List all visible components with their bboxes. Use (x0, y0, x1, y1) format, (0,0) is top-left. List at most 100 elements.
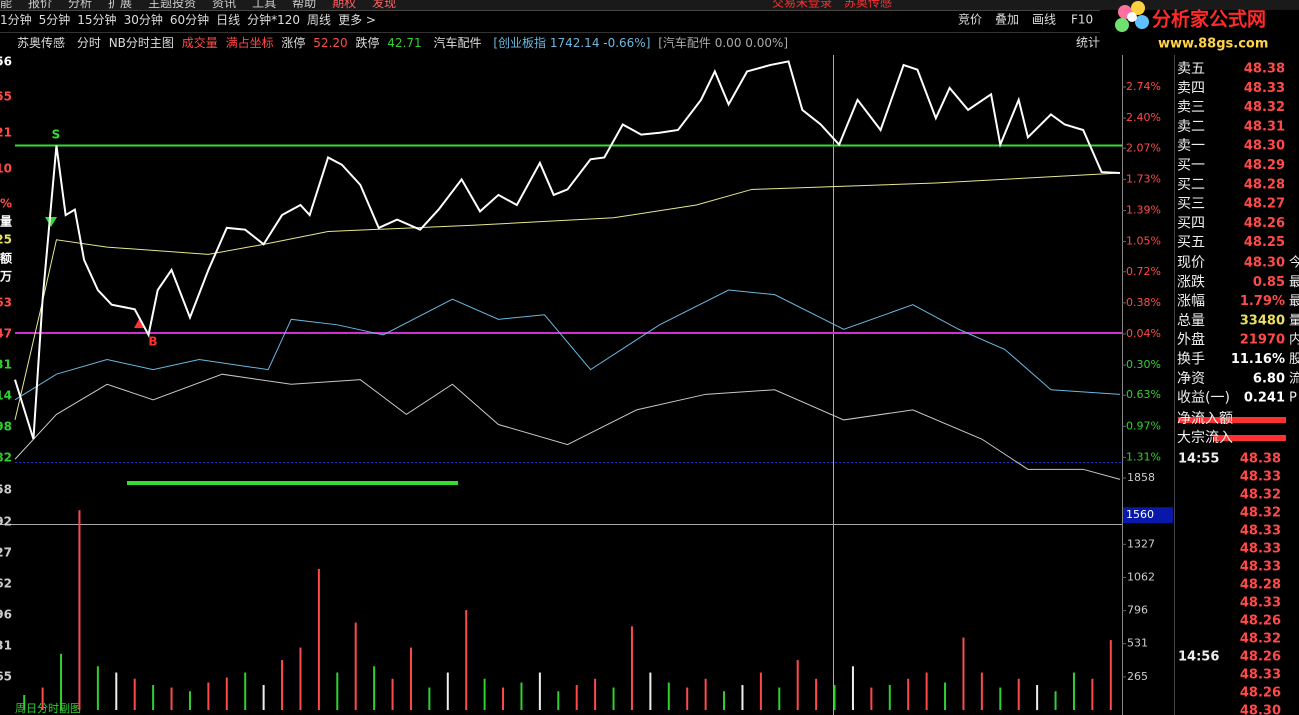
left-axis-label: 98 (0, 420, 12, 434)
volume-bar (152, 685, 155, 710)
stat-edge: 流 (1289, 371, 1299, 386)
logo-url: www.88gs.com (1158, 37, 1268, 52)
book-price: 48.28 (1244, 177, 1285, 192)
trade-price: 48.33 (1240, 470, 1281, 485)
y-tick-label: 2.07% (1126, 141, 1161, 154)
notice: 交易未登录 (772, 0, 832, 10)
menu-item[interactable]: 扩展 (108, 0, 132, 10)
limit-up-label: 涨停 (281, 35, 305, 50)
volume-bar (262, 685, 265, 710)
toolbar-item[interactable]: 统计 (1076, 36, 1100, 50)
menu-item[interactable]: 报价 (28, 0, 52, 10)
book-label: 买一 (1177, 158, 1205, 174)
left-axis-label: 63 (0, 296, 12, 310)
left-axis-label: 14 (0, 389, 12, 403)
flow-bar (1178, 417, 1286, 423)
volume-bar (373, 666, 376, 710)
book-price: 48.31 (1244, 119, 1285, 134)
period-item[interactable]: 1分钟 (0, 12, 32, 27)
volume-bar (907, 678, 910, 710)
menu-item[interactable]: 期权 (332, 0, 356, 10)
book-price: 48.33 (1244, 81, 1285, 96)
volume-bar (170, 687, 173, 710)
period-item[interactable]: 周线 (307, 13, 331, 27)
toolbar-item[interactable]: 叠加 (995, 13, 1019, 27)
stat-label: 收益(一) (1177, 390, 1230, 406)
volume-bar (925, 672, 928, 710)
volume-bar (465, 610, 468, 710)
price-line (14, 60, 1121, 440)
menu-item[interactable]: 能 (0, 0, 12, 10)
book-label: 卖四 (1177, 80, 1205, 96)
volume-bar (649, 672, 652, 710)
menu-item[interactable]: 工具 (252, 0, 276, 10)
period-item[interactable]: 15分钟 (77, 12, 116, 27)
toolbar-item[interactable]: F10 (1071, 13, 1093, 27)
left-axis-label: 58 (0, 483, 12, 497)
left-axis-label: 31 (0, 639, 12, 653)
y-tick-label: 1.73% (1126, 172, 1161, 185)
volume-bar (778, 687, 781, 710)
menu-item[interactable]: 主题投资 (148, 0, 196, 10)
volume-bar (244, 672, 247, 710)
stat-edge: 最 (1289, 275, 1299, 290)
trade-price: 48.32 (1240, 632, 1281, 647)
trade-price: 48.33 (1240, 560, 1281, 575)
period-item[interactable]: 分钟*120 (247, 12, 300, 27)
logo-icon (1115, 1, 1149, 32)
y-tick-label: 1062 (1127, 570, 1155, 583)
volume-bar (1072, 672, 1075, 710)
period-item[interactable]: 日线 (216, 13, 240, 27)
volume-bar (1036, 685, 1039, 710)
signal-label: S (52, 128, 61, 142)
volume-bar (594, 678, 597, 710)
trade-price: 48.33 (1240, 542, 1281, 557)
volume-bar (796, 660, 799, 710)
top-menu: 能 报价 分析 扩展 主题投资 资讯 工具 帮助 期权 发现 (0, 0, 396, 10)
left-axis-label: 25 (0, 233, 12, 247)
volume-bar (446, 672, 449, 710)
trade-price: 48.26 (1240, 614, 1281, 629)
period-item[interactable]: 更多 > (338, 13, 376, 27)
volume-bar (428, 687, 431, 710)
left-axis-label: 量 (0, 215, 12, 229)
volume-bar (870, 687, 873, 710)
mode: 分时 (77, 36, 101, 50)
book-price: 48.38 (1244, 62, 1285, 77)
book-label: 卖三 (1177, 100, 1205, 116)
volume-bar (409, 647, 412, 710)
limit-down-label: 跌停 (355, 35, 379, 50)
volume-bar (741, 685, 744, 710)
toolbar-item[interactable]: 竞价 (958, 13, 982, 27)
book-label: 买四 (1177, 215, 1205, 231)
book-price: 48.25 (1244, 235, 1285, 250)
menu-item[interactable]: 分析 (68, 0, 92, 10)
volume-bar (207, 682, 210, 710)
period-item[interactable]: 60分钟 (170, 12, 209, 27)
stat-label: 现价 (1177, 255, 1205, 271)
period-item[interactable]: 5分钟 (39, 12, 71, 27)
signal-bar (127, 481, 458, 485)
flow-label: 大宗流入 (1177, 430, 1233, 446)
left-axis-label: 47 (0, 327, 12, 341)
menu-item[interactable]: 资讯 (212, 0, 236, 10)
volume-bar (41, 687, 44, 710)
menu-item[interactable]: 发现 (372, 0, 396, 10)
flow-label: 净流入额 (1177, 411, 1233, 427)
volume-bar (391, 678, 394, 710)
volume-bar (520, 682, 523, 710)
left-axis-label: 27 (0, 546, 12, 560)
stat-value: 21970 (1240, 333, 1285, 348)
period-item[interactable]: 30分钟 (124, 12, 163, 27)
stat-value: 33480 (1240, 313, 1285, 328)
volume-bar (575, 685, 578, 710)
left-axis-label: 万 (0, 270, 12, 284)
menu-item[interactable]: 帮助 (292, 0, 316, 10)
sell-arrow (45, 217, 57, 227)
stat-label: 换手 (1177, 351, 1205, 368)
stat-label: 净资 (1177, 371, 1205, 387)
toolbar-item[interactable]: 画线 (1032, 13, 1056, 27)
y-tick-label: 0.30% (1126, 358, 1161, 371)
y-tick-label: 2.74% (1126, 80, 1161, 93)
